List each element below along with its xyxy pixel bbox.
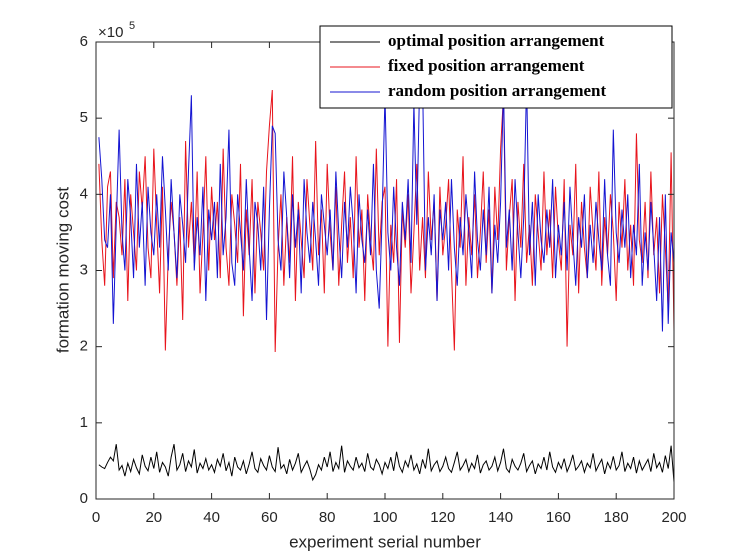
- y-tick-label: 3: [80, 261, 88, 278]
- legend-label: random position arrangement: [388, 81, 607, 100]
- x-tick-label: 0: [92, 509, 100, 526]
- series-line: [98, 444, 674, 483]
- x-tick-label: 200: [661, 509, 686, 526]
- x-tick-label: 140: [488, 509, 513, 526]
- y-scale-base: ×10: [98, 24, 123, 41]
- x-tick-label: 80: [319, 509, 336, 526]
- x-tick-label: 160: [546, 509, 571, 526]
- x-tick-label: 20: [145, 509, 162, 526]
- x-axis-label: experiment serial number: [289, 532, 481, 551]
- y-tick-label: 2: [80, 338, 88, 355]
- y-tick-label: 6: [80, 33, 88, 50]
- y-tick-label: 4: [80, 185, 88, 202]
- x-tick-label: 40: [203, 509, 220, 526]
- series-line: [98, 79, 674, 332]
- x-tick-label: 120: [430, 509, 455, 526]
- x-tick-label: 100: [372, 509, 397, 526]
- series-line: [98, 89, 674, 353]
- y-axis-label: formation moving cost: [53, 187, 72, 354]
- x-tick-label: 180: [604, 509, 629, 526]
- y-tick-label: 5: [80, 109, 88, 126]
- y-tick-label: 0: [80, 490, 88, 507]
- y-scale-exponent: 5: [129, 20, 135, 32]
- y-tick-label: 1: [80, 414, 88, 431]
- legend-label: fixed position arrangement: [388, 56, 585, 75]
- legend-label: optimal position arrangement: [388, 31, 605, 50]
- x-tick-label: 60: [261, 509, 278, 526]
